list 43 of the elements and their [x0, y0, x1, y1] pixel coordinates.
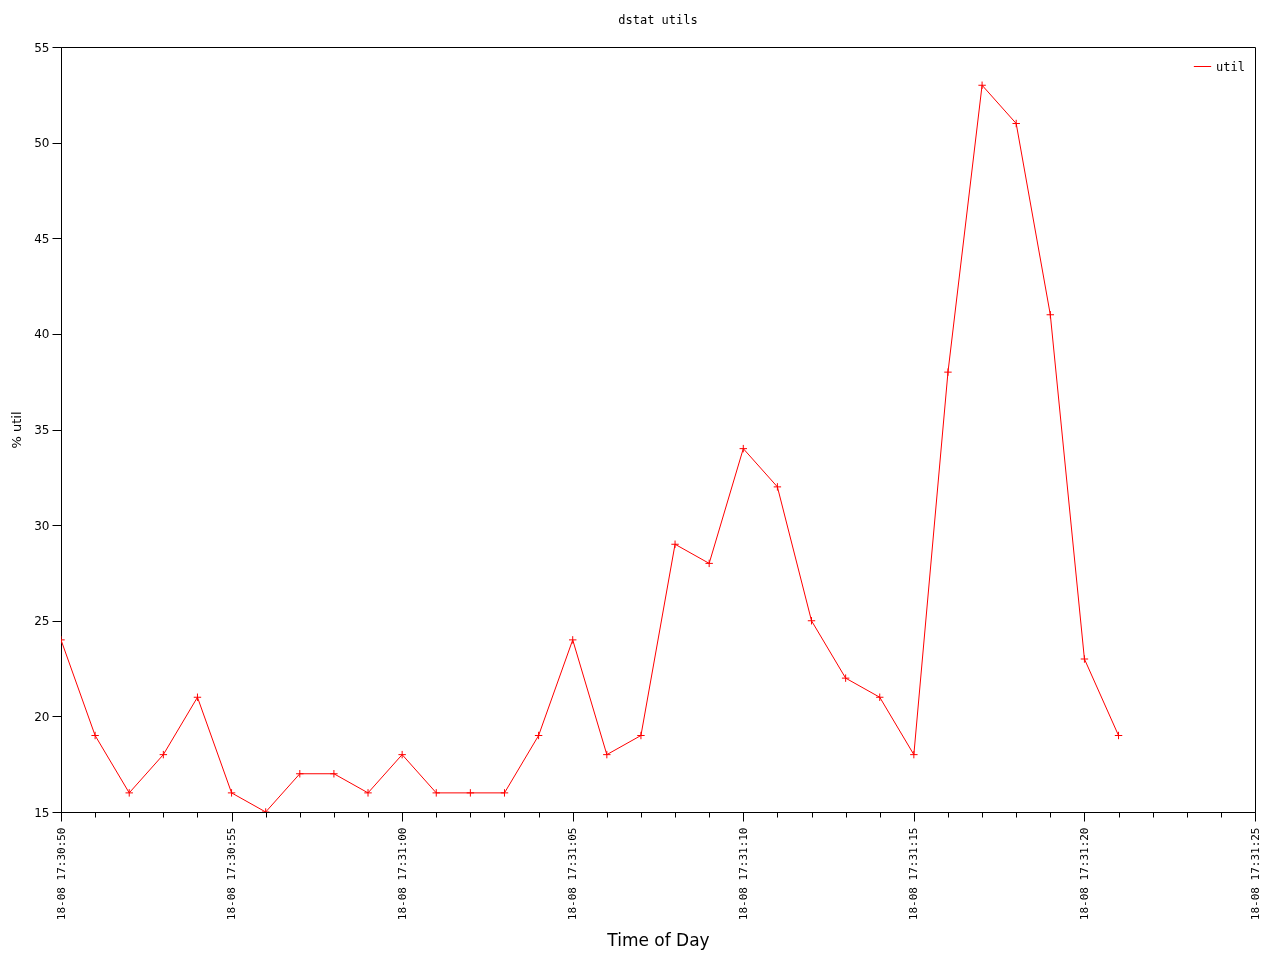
x-tick-label: 18-08 17:31:05: [566, 827, 580, 921]
x-tick-label: 18-08 17:31:15: [907, 827, 921, 921]
point: [295, 769, 305, 778]
y-tick-label: 50: [34, 136, 50, 151]
point: [397, 750, 407, 759]
point: [909, 750, 919, 759]
point: [636, 731, 646, 740]
point: [670, 540, 680, 549]
x-tick-label: 18-08 17:30:55: [225, 827, 239, 921]
y-tick-label: 20: [34, 709, 50, 724]
point: [90, 731, 100, 740]
point: [977, 81, 987, 90]
point: [432, 788, 441, 798]
chart-title: dstat utils: [618, 13, 698, 27]
y-tick-label: 35: [34, 423, 50, 437]
x-tick-label: 18-08 17:31:20: [1077, 827, 1091, 921]
point: [841, 673, 850, 683]
y-tick-label: 15: [34, 805, 50, 820]
point: [773, 482, 782, 492]
y-tick-label: 55: [34, 40, 50, 55]
x-tick-label: 18-08 17:31:10: [736, 827, 750, 921]
x-tick-label: 18-08 17:31:00: [395, 827, 409, 921]
point: [363, 788, 373, 798]
point: [1080, 654, 1089, 664]
legend-label: util: [1216, 59, 1245, 74]
y-axis-title: % util: [9, 411, 25, 449]
x-tick-label: 18-08 17:31:25: [1248, 827, 1262, 921]
y-tick-label: 45: [34, 231, 50, 246]
point: [125, 788, 134, 798]
x-tick-label: 18-08 17:30:50: [54, 827, 68, 921]
point: [500, 788, 509, 798]
point: [329, 769, 339, 778]
y-tick-label: 30: [34, 518, 50, 533]
y-tick-label: 40: [34, 327, 50, 342]
x-axis-title: Time of Day: [606, 929, 710, 950]
point: [466, 788, 475, 798]
point: [943, 367, 953, 377]
y-tick-label: 25: [34, 614, 50, 629]
point: [227, 788, 236, 798]
point: [704, 559, 714, 568]
point: [568, 635, 577, 645]
point: [1011, 119, 1021, 128]
point: [602, 750, 612, 759]
